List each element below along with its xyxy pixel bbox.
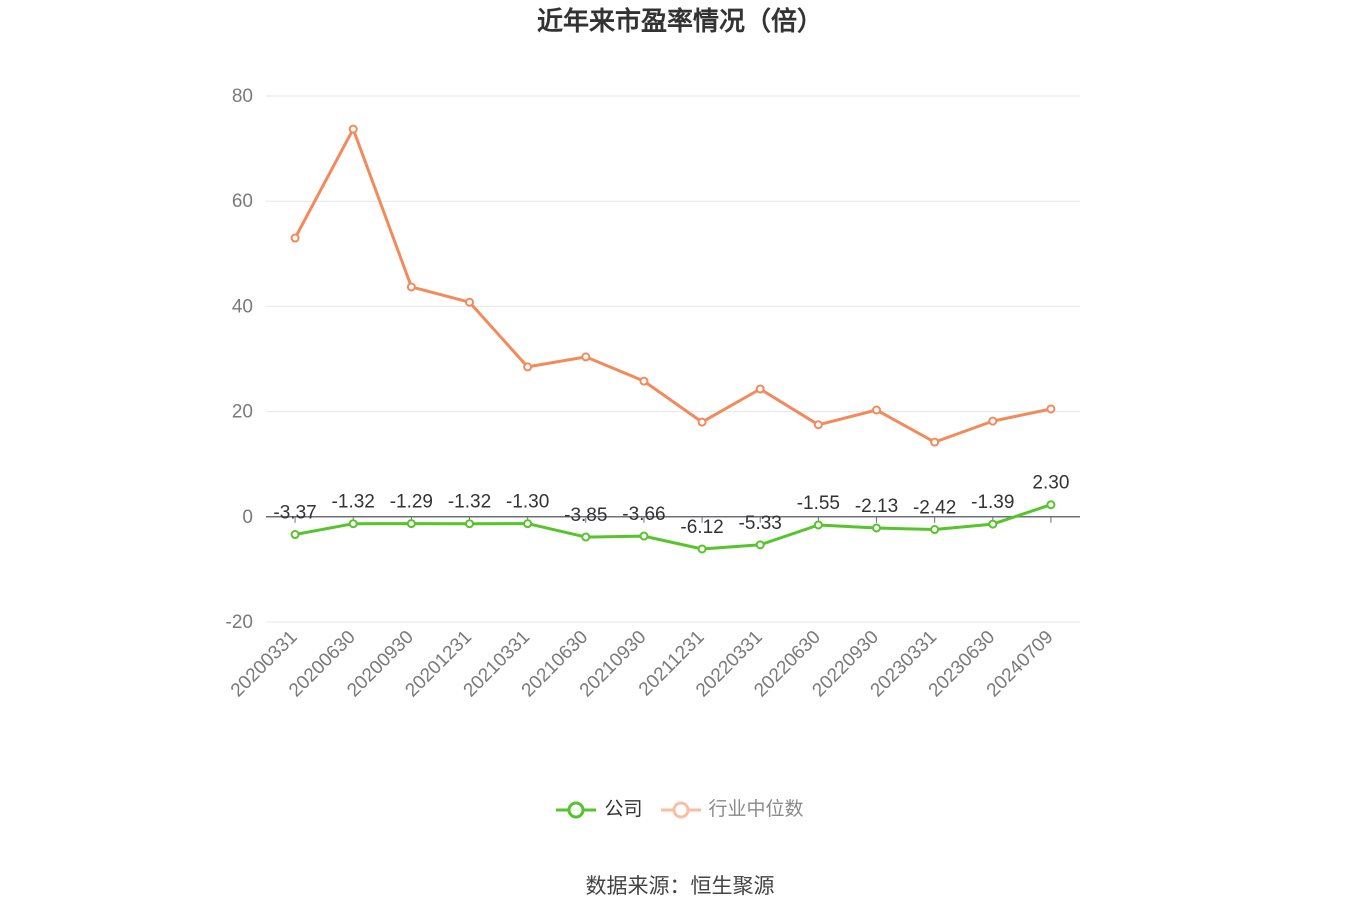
legend-label-industry-median: 行业中位数 xyxy=(708,799,804,820)
company-data-label: -1.32 xyxy=(332,492,375,513)
industry-median-data-point xyxy=(872,405,881,415)
industry-median-data-point xyxy=(1046,404,1056,414)
company-data-label: -3.37 xyxy=(273,503,316,524)
y-tick-label: -20 xyxy=(226,612,253,633)
legend-line-circle-icon xyxy=(660,801,701,819)
y-tick-label: 0 xyxy=(242,507,253,528)
industry-median-data-point xyxy=(697,417,707,427)
y-axis-labels: -20 0 20 40 60 80 xyxy=(226,86,253,633)
legend: 公司 行业中位数 xyxy=(0,797,1360,823)
industry-median-data-point xyxy=(523,362,533,372)
company-data-label: -3.66 xyxy=(622,504,665,525)
company-data-point xyxy=(465,519,474,529)
y-tick-label: 20 xyxy=(232,402,253,423)
legend-item-industry-median[interactable]: 行业中位数 xyxy=(660,797,804,823)
y-tick-label: 80 xyxy=(232,86,253,107)
company-data-point xyxy=(813,520,823,530)
company-data-point xyxy=(872,523,881,533)
legend-icon-circle xyxy=(567,801,585,819)
company-series-line xyxy=(293,503,1053,551)
company-data-label: -1.32 xyxy=(448,492,491,513)
industry-median-data-point xyxy=(465,297,474,307)
company-data-label: -2.13 xyxy=(855,496,898,517)
company-data-point xyxy=(755,540,765,550)
company-data-label: -1.29 xyxy=(390,492,433,513)
company-data-point xyxy=(639,531,649,541)
company-data-label: -1.55 xyxy=(797,493,840,514)
company-data-label: -3.85 xyxy=(564,505,607,526)
company-data-label: -5.33 xyxy=(739,513,782,534)
x-axis-labels: 2020033120200630202009302020123120210331… xyxy=(227,627,1057,702)
legend-label-company: 公司 xyxy=(604,799,643,820)
data-source-note: 数据来源：恒生聚源 xyxy=(585,875,775,898)
industry-median-data-point xyxy=(406,282,416,292)
company-data-label: -1.30 xyxy=(506,492,549,513)
industry-median-data-point xyxy=(755,384,765,394)
y-tick-label: 40 xyxy=(232,296,253,317)
legend-item-company[interactable]: 公司 xyxy=(556,797,643,823)
company-data-label: 2.30 xyxy=(1032,473,1069,494)
company-data-label: -2.42 xyxy=(913,498,956,519)
company-data-point xyxy=(523,519,533,529)
company-data-point xyxy=(1046,500,1056,510)
company-data-point xyxy=(406,519,416,529)
company-data-label: -1.39 xyxy=(971,492,1014,513)
company-data-point xyxy=(581,532,591,542)
company-series: -3.37 -1.32 -1.29 -1.32 -1.30 -3.85 -3.66 -6.12… xyxy=(273,473,1069,554)
industry-median-data-point xyxy=(930,437,940,447)
industry-median-data-point xyxy=(290,233,300,243)
company-data-point xyxy=(930,525,940,535)
legend-icon-circle xyxy=(672,801,689,819)
company-data-point xyxy=(697,544,707,554)
company-data-point xyxy=(290,530,300,540)
industry-median-data-point xyxy=(988,416,998,426)
industry-median-series-line xyxy=(293,127,1053,444)
legend-line-circle-icon xyxy=(556,801,597,819)
industry-median-data-point xyxy=(581,352,591,362)
chart-title: 近年来市盈率情况（倍） xyxy=(536,6,823,36)
company-data-label: -6.12 xyxy=(680,517,723,538)
industry-median-data-point xyxy=(813,420,823,430)
industry-median-data-point xyxy=(639,376,649,386)
industry-median-series xyxy=(290,124,1056,447)
company-data-point xyxy=(348,519,358,529)
industry-median-data-point xyxy=(348,124,358,134)
company-data-point xyxy=(988,519,998,529)
y-tick-label: 60 xyxy=(232,191,253,212)
